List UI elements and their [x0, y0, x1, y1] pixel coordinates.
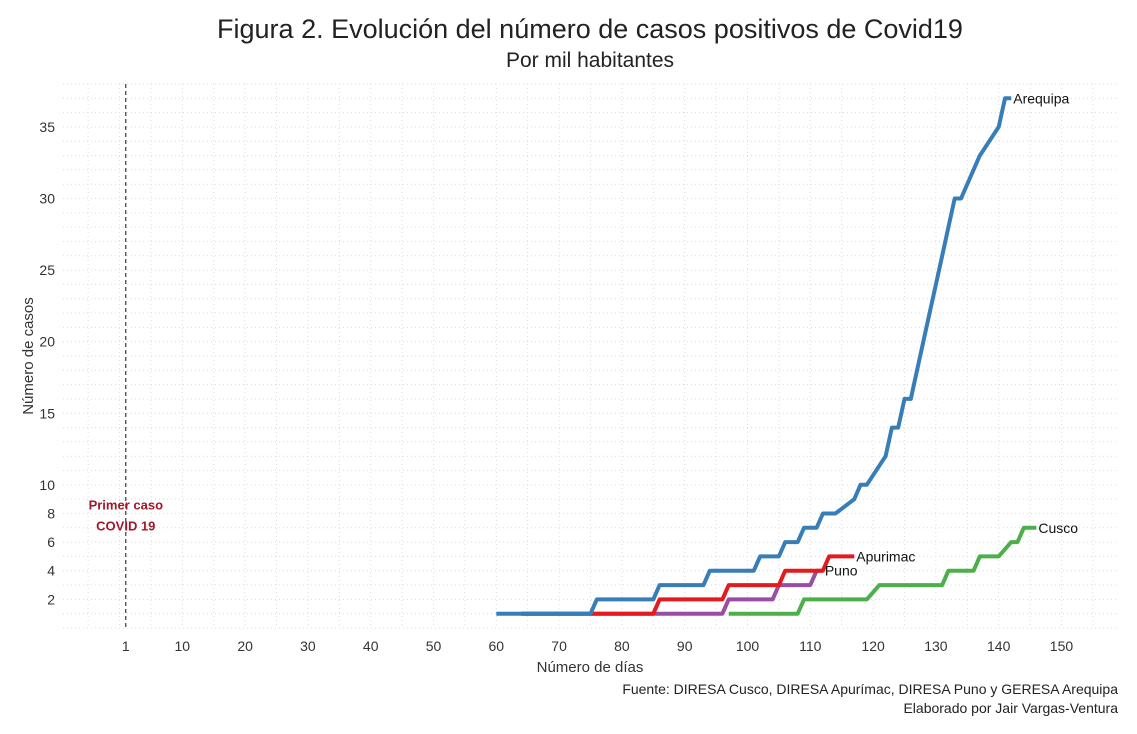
series-line-arequipa: [496, 96, 1012, 616]
chart-subtitle: Por mil habitantes: [505, 49, 675, 72]
y-tick-labels: 2 4 6 8 10 15 20 25 30 35: [39, 119, 55, 607]
x-tick-labels: 1 10 20 30 40 50 60 70 80 90 100 110 120 130 140 150: [122, 638, 1073, 654]
x-tick-label: 20: [237, 638, 253, 654]
annotation-line-1: Primer caso: [89, 497, 163, 512]
y-axis-label: Número de casos: [20, 297, 37, 415]
y-tick-label: 25: [39, 262, 55, 278]
x-tick-label: 150: [1050, 638, 1074, 654]
x-tick-label: 40: [363, 638, 379, 654]
y-tick-label: 35: [39, 119, 55, 135]
y-tick-label: 8: [47, 505, 55, 521]
x-tick-label: 110: [799, 638, 822, 654]
x-tick-label: 60: [489, 638, 505, 654]
series-label-puno: Puno: [825, 563, 858, 579]
x-tick-label: 140: [987, 638, 1011, 654]
y-tick-label: 4: [47, 563, 55, 579]
series-line-cusco: [728, 525, 1037, 616]
x-tick-label: 130: [924, 638, 948, 654]
chart-title: Figura 2. Evolución del número de casos …: [217, 14, 963, 44]
y-tick-label: 20: [39, 334, 55, 350]
caption-source: Fuente: DIRESA Cusco, DIRESA Apurímac, D…: [622, 681, 1118, 697]
caption-author: Elaborado por Jair Vargas-Ventura: [903, 700, 1118, 716]
annotation-line-2: COVID 19: [96, 518, 155, 533]
x-tick-label: 30: [300, 638, 316, 654]
y-tick-label: 15: [39, 405, 55, 421]
series-label-arequipa: Arequipa: [1013, 90, 1069, 106]
x-tick-label: 1: [122, 638, 130, 654]
x-tick-label: 90: [677, 638, 693, 654]
x-tick-label: 10: [175, 638, 191, 654]
series-line-puno: [521, 568, 823, 616]
x-tick-label: 100: [736, 638, 760, 654]
y-tick-label: 2: [47, 591, 55, 607]
series-label-cusco: Cusco: [1038, 520, 1078, 536]
x-tick-label: 80: [614, 638, 630, 654]
x-axis-label: Número de días: [537, 659, 644, 676]
x-tick-label: 70: [551, 638, 567, 654]
series-line-apurimac: [521, 554, 855, 616]
series-label-apurimac: Apurimac: [856, 548, 915, 564]
y-tick-label: 6: [47, 534, 55, 550]
x-tick-label: 120: [861, 638, 885, 654]
grid: [63, 83, 1118, 629]
y-tick-label: 10: [39, 477, 55, 493]
series-lines: [496, 96, 1037, 616]
x-tick-label: 50: [426, 638, 442, 654]
y-tick-label: 30: [39, 191, 55, 207]
